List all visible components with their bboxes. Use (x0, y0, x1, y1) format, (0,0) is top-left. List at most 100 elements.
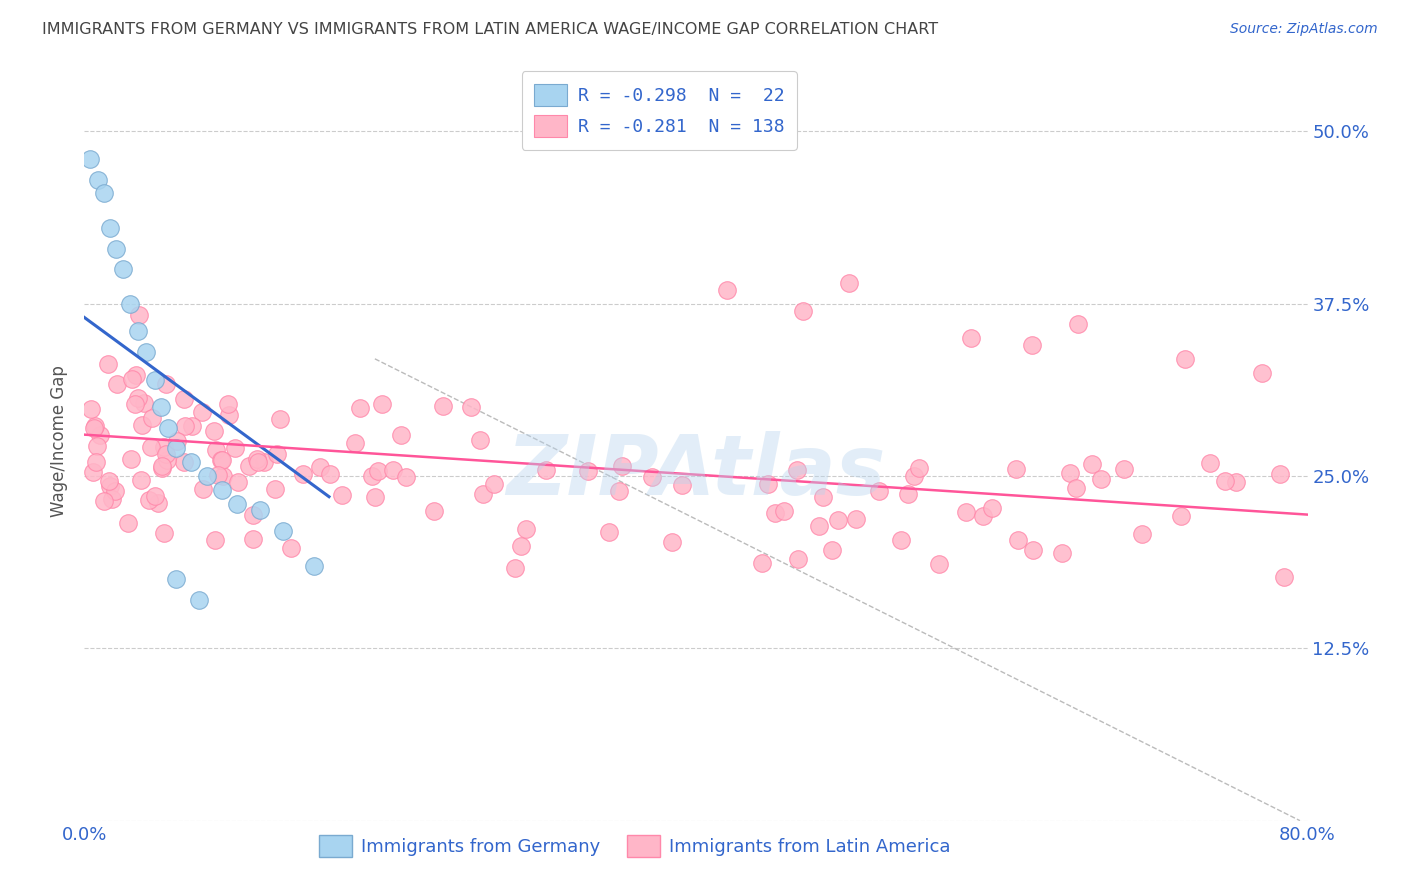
Point (381, 463, 404, 477)
Point (280, 541, 302, 555)
Point (1250, 366, 1272, 380)
Point (87, 172, 110, 186)
Point (1004, 462, 1026, 476)
Point (146, 496, 169, 510)
Point (394, 470, 416, 484)
Point (960, 331, 983, 345)
Point (173, 419, 195, 434)
Point (105, 242, 128, 256)
Point (165, 573, 187, 587)
Point (349, 401, 371, 415)
Point (127, 391, 149, 405)
Point (153, 526, 176, 541)
Point (367, 464, 389, 478)
Point (1114, 462, 1136, 476)
Point (1174, 351, 1197, 366)
Point (120, 452, 142, 467)
Point (93, 186, 115, 201)
Point (792, 303, 814, 318)
Point (157, 421, 180, 435)
Point (661, 535, 683, 549)
Point (246, 452, 269, 467)
Point (101, 491, 124, 506)
Point (150, 461, 173, 475)
Point (150, 458, 173, 473)
Point (482, 477, 505, 491)
Text: ZIPAtlas: ZIPAtlas (506, 432, 886, 512)
Point (105, 376, 128, 391)
Point (217, 397, 239, 411)
Point (226, 497, 249, 511)
Point (195, 469, 218, 483)
Point (129, 474, 152, 488)
Point (509, 539, 531, 553)
Point (82, 465, 104, 479)
Point (191, 405, 214, 419)
Point (897, 487, 920, 501)
Point (763, 507, 786, 521)
Point (218, 409, 240, 423)
Point (224, 441, 246, 455)
Point (79, 152, 101, 166)
Point (1213, 474, 1236, 488)
Point (610, 459, 633, 474)
Point (97, 357, 120, 371)
Point (98, 479, 121, 493)
Point (343, 436, 366, 450)
Point (211, 453, 233, 467)
Point (1090, 472, 1112, 486)
Point (389, 428, 412, 442)
Point (716, 283, 738, 297)
Point (209, 453, 232, 467)
Point (211, 483, 233, 497)
Point (89, 427, 111, 442)
Point (93, 493, 115, 508)
Point (811, 490, 834, 504)
Point (868, 484, 890, 499)
Point (131, 418, 153, 433)
Point (890, 533, 912, 547)
Point (125, 368, 148, 382)
Point (84, 455, 107, 469)
Point (827, 513, 849, 527)
Point (111, 262, 134, 277)
Point (269, 411, 291, 425)
Point (1225, 475, 1247, 489)
Point (460, 400, 482, 414)
Point (180, 455, 202, 469)
Point (135, 345, 157, 359)
Point (309, 460, 332, 475)
Point (98, 474, 121, 488)
Point (173, 392, 195, 407)
Point (319, 467, 342, 481)
Point (242, 508, 264, 523)
Point (1130, 527, 1153, 541)
Point (191, 482, 214, 496)
Point (838, 276, 860, 290)
Point (371, 397, 394, 411)
Point (249, 503, 271, 517)
Point (149, 400, 172, 414)
Point (364, 491, 387, 505)
Point (141, 410, 163, 425)
Point (242, 532, 264, 546)
Point (1067, 318, 1090, 332)
Point (207, 468, 229, 483)
Point (156, 453, 179, 467)
Point (751, 556, 773, 570)
Text: Source: ZipAtlas.com: Source: ZipAtlas.com (1230, 22, 1378, 37)
Point (202, 425, 225, 439)
Point (1050, 546, 1073, 560)
Point (955, 505, 977, 519)
Point (786, 462, 808, 476)
Point (181, 418, 204, 433)
Point (141, 441, 163, 455)
Point (204, 533, 226, 547)
Point (138, 493, 160, 508)
Legend: Immigrants from Germany, Immigrants from Latin America: Immigrants from Germany, Immigrants from… (312, 828, 957, 864)
Point (165, 442, 187, 456)
Point (671, 478, 693, 492)
Point (821, 542, 844, 557)
Point (166, 434, 188, 449)
Point (432, 400, 454, 414)
